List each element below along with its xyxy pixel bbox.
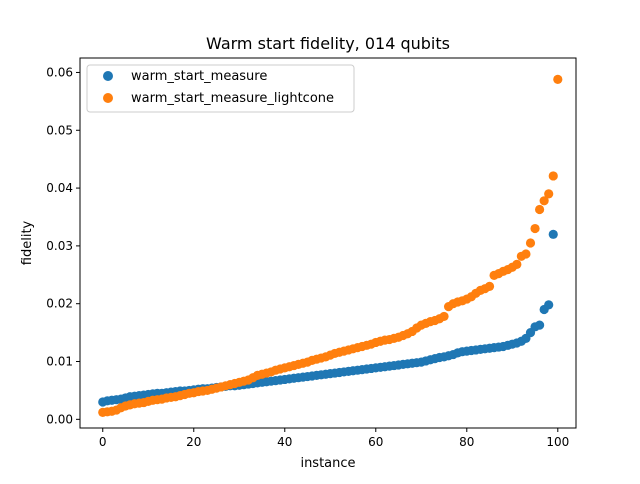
y-tick-label: 0.00 bbox=[46, 412, 73, 426]
data-point bbox=[544, 300, 554, 310]
series-1 bbox=[98, 74, 563, 417]
data-point bbox=[439, 311, 449, 322]
y-tick-label: 0.02 bbox=[46, 297, 73, 311]
y-tick-label: 0.03 bbox=[46, 239, 73, 253]
data-point bbox=[521, 249, 531, 259]
y-tick-label: 0.01 bbox=[46, 355, 73, 369]
y-tick-label: 0.06 bbox=[46, 65, 73, 79]
y-axis: 0.00 0.01 0.02 0.03 0.04 0.05 0.06 bbox=[46, 65, 80, 426]
data-point bbox=[512, 259, 522, 269]
legend-marker-warm-start-measure-lightcone bbox=[103, 93, 113, 103]
x-tick-label: 80 bbox=[459, 435, 474, 449]
legend-marker-warm-start-measure bbox=[103, 71, 113, 81]
x-tick-label: 100 bbox=[546, 435, 569, 449]
data-point bbox=[530, 223, 540, 234]
x-tick-label: 40 bbox=[277, 435, 292, 449]
data-point bbox=[484, 281, 495, 291]
y-tick-label: 0.05 bbox=[46, 123, 73, 137]
x-axis-label: instance bbox=[300, 456, 355, 471]
legend-label-warm-start-measure: warm_start_measure bbox=[131, 69, 267, 84]
data-point bbox=[535, 320, 545, 330]
y-tick-label: 0.04 bbox=[46, 181, 73, 195]
data-point bbox=[548, 229, 558, 239]
plot-frame bbox=[79, 57, 577, 429]
legend: warm_start_measure warm_start_measure_li… bbox=[86, 64, 355, 113]
chart-title: Warm start fidelity, 014 qubits bbox=[206, 34, 450, 53]
data-point bbox=[525, 238, 536, 248]
data-point bbox=[548, 171, 558, 181]
x-tick-label: 20 bbox=[186, 435, 201, 449]
legend-label-warm-start-measure-lightcone: warm_start_measure_lightcone bbox=[131, 91, 334, 106]
data-point bbox=[553, 74, 563, 84]
x-tick-label: 0 bbox=[99, 435, 107, 449]
data-point bbox=[539, 196, 549, 206]
points-layer bbox=[98, 74, 563, 417]
data-point bbox=[544, 189, 554, 199]
x-tick-label: 60 bbox=[368, 435, 383, 449]
x-axis: 0 20 40 60 80 100 bbox=[99, 428, 569, 449]
legend-box bbox=[86, 64, 355, 113]
y-axis-label: fidelity bbox=[20, 220, 35, 265]
data-point bbox=[535, 204, 545, 215]
